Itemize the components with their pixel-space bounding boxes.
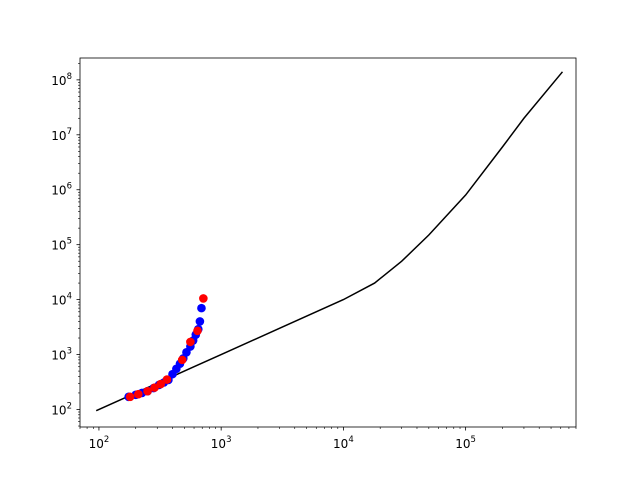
y-tick-label: 103 (51, 347, 72, 363)
y-tick-label: 106 (51, 182, 72, 198)
red-point (162, 375, 172, 384)
y-tick-label: 108 (51, 72, 72, 88)
x-tick-label: 104 (333, 435, 354, 451)
red-point (134, 389, 143, 399)
plot-area (95, 71, 564, 412)
red-point (125, 392, 135, 402)
x-tick-label: 103 (211, 435, 232, 451)
y-tick-label: 105 (51, 237, 72, 253)
red-point (156, 379, 165, 389)
red-point (199, 294, 208, 303)
blue-point (197, 303, 206, 313)
red-point (177, 355, 187, 365)
data-layer (95, 71, 564, 412)
red-point (143, 386, 152, 396)
axes: 102 103 104 105 102 103 104 105 106 107 108 (51, 57, 577, 451)
blue-point (195, 317, 205, 326)
x-tick-label: 102 (89, 435, 110, 451)
red-point (193, 326, 202, 336)
x-tick-label: 105 (455, 435, 476, 451)
y-tick-label: 104 (51, 292, 72, 308)
y-tick-label: 102 (51, 401, 72, 417)
series-line (95, 71, 564, 412)
red-point (186, 337, 195, 347)
axes-frame (79, 57, 577, 428)
y-tick-label: 107 (51, 127, 72, 143)
